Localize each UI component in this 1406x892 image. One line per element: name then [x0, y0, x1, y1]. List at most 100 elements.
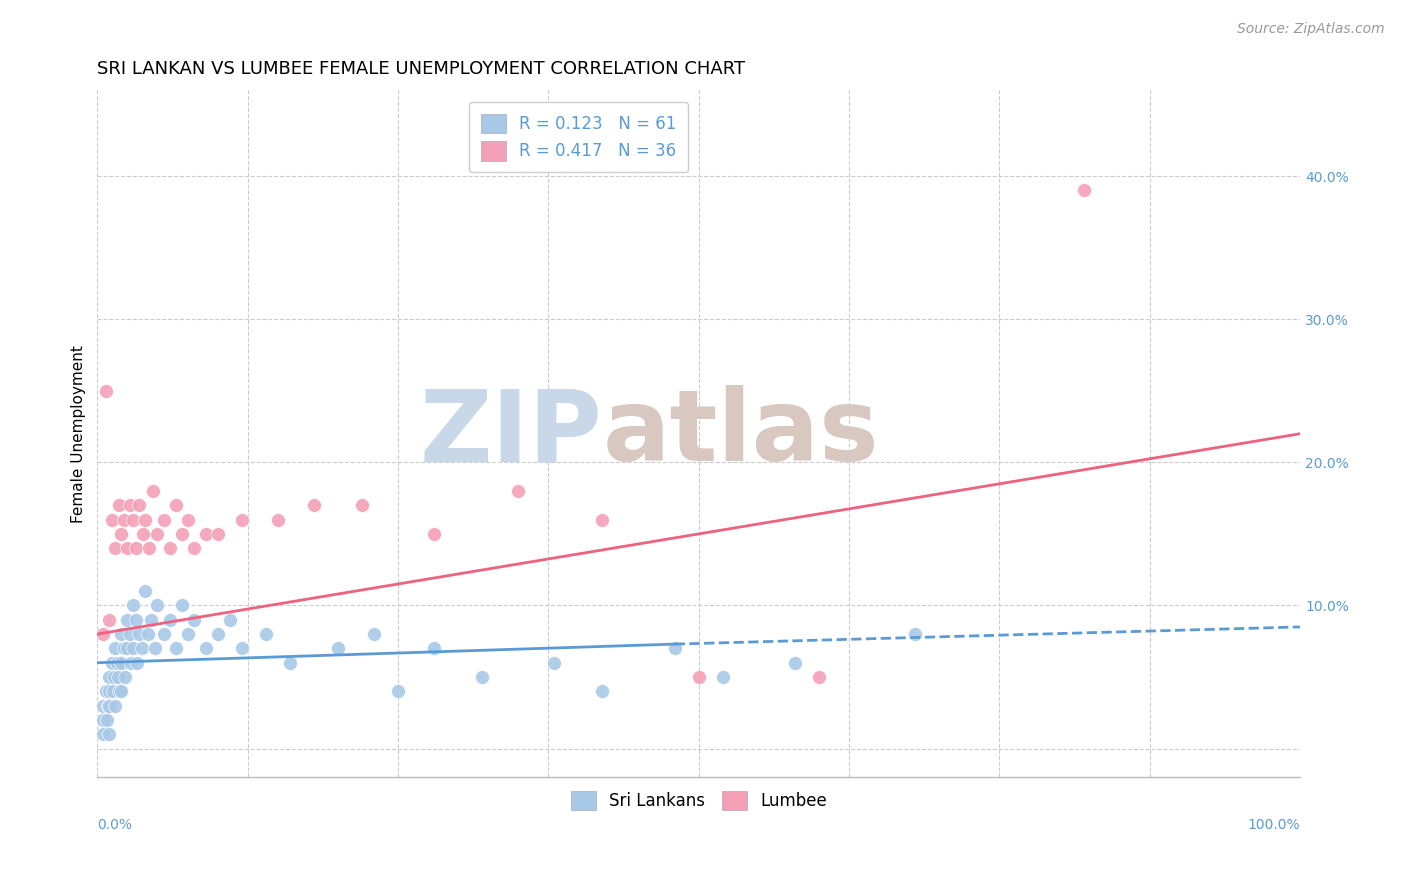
Point — [165, 641, 187, 656]
Point — [159, 541, 181, 556]
Point — [118, 627, 141, 641]
Point — [194, 641, 217, 656]
Point — [134, 584, 156, 599]
Point — [711, 670, 734, 684]
Point — [1073, 184, 1095, 198]
Point — [664, 641, 686, 656]
Point — [117, 613, 139, 627]
Text: 0.0%: 0.0% — [97, 818, 132, 832]
Point — [254, 627, 277, 641]
Point — [159, 613, 181, 627]
Point — [125, 613, 148, 627]
Point — [423, 527, 446, 541]
Point — [904, 627, 927, 641]
Text: Source: ZipAtlas.com: Source: ZipAtlas.com — [1237, 22, 1385, 37]
Point — [807, 670, 830, 684]
Point — [105, 656, 128, 670]
Point — [110, 527, 132, 541]
Point — [120, 656, 142, 670]
Text: 100.0%: 100.0% — [1247, 818, 1301, 832]
Point — [326, 641, 349, 656]
Point — [134, 513, 156, 527]
Point — [101, 656, 124, 670]
Point — [101, 513, 124, 527]
Point — [183, 613, 205, 627]
Point — [94, 684, 117, 698]
Point — [93, 627, 115, 641]
Text: atlas: atlas — [603, 385, 879, 483]
Point — [94, 384, 117, 398]
Point — [96, 713, 118, 727]
Point — [165, 498, 187, 512]
Point — [104, 698, 127, 713]
Point — [231, 513, 253, 527]
Point — [267, 513, 290, 527]
Point — [128, 627, 150, 641]
Point — [104, 641, 127, 656]
Point — [138, 541, 160, 556]
Point — [112, 641, 135, 656]
Point — [423, 641, 446, 656]
Point — [131, 641, 153, 656]
Point — [194, 527, 217, 541]
Point — [93, 698, 115, 713]
Point — [117, 641, 139, 656]
Point — [110, 627, 132, 641]
Point — [146, 599, 169, 613]
Point — [176, 627, 198, 641]
Point — [783, 656, 806, 670]
Point — [218, 613, 240, 627]
Point — [107, 670, 129, 684]
Point — [110, 656, 132, 670]
Point — [101, 684, 124, 698]
Point — [207, 527, 229, 541]
Point — [128, 498, 150, 512]
Point — [117, 541, 139, 556]
Point — [142, 483, 165, 498]
Y-axis label: Female Unemployment: Female Unemployment — [72, 345, 86, 523]
Point — [93, 713, 115, 727]
Point — [125, 541, 148, 556]
Point — [98, 684, 121, 698]
Point — [104, 541, 127, 556]
Point — [508, 483, 530, 498]
Point — [152, 627, 174, 641]
Point — [122, 513, 145, 527]
Point — [122, 599, 145, 613]
Point — [471, 670, 494, 684]
Point — [207, 627, 229, 641]
Point — [125, 656, 148, 670]
Point — [152, 513, 174, 527]
Point — [143, 641, 166, 656]
Point — [98, 698, 121, 713]
Legend: Sri Lankans, Lumbee: Sri Lankans, Lumbee — [564, 784, 834, 817]
Point — [183, 541, 205, 556]
Point — [350, 498, 373, 512]
Point — [98, 613, 121, 627]
Point — [170, 527, 193, 541]
Point — [543, 656, 565, 670]
Point — [387, 684, 409, 698]
Point — [97, 698, 120, 713]
Point — [114, 670, 136, 684]
Point — [170, 599, 193, 613]
Point — [110, 684, 132, 698]
Point — [103, 670, 125, 684]
Point — [132, 527, 155, 541]
Point — [302, 498, 325, 512]
Point — [98, 727, 121, 741]
Point — [363, 627, 385, 641]
Point — [112, 513, 135, 527]
Point — [118, 498, 141, 512]
Point — [108, 498, 131, 512]
Point — [231, 641, 253, 656]
Text: ZIP: ZIP — [419, 385, 603, 483]
Point — [141, 613, 163, 627]
Point — [93, 727, 115, 741]
Point — [136, 627, 159, 641]
Point — [592, 513, 614, 527]
Point — [688, 670, 710, 684]
Point — [122, 641, 145, 656]
Point — [592, 684, 614, 698]
Point — [108, 684, 131, 698]
